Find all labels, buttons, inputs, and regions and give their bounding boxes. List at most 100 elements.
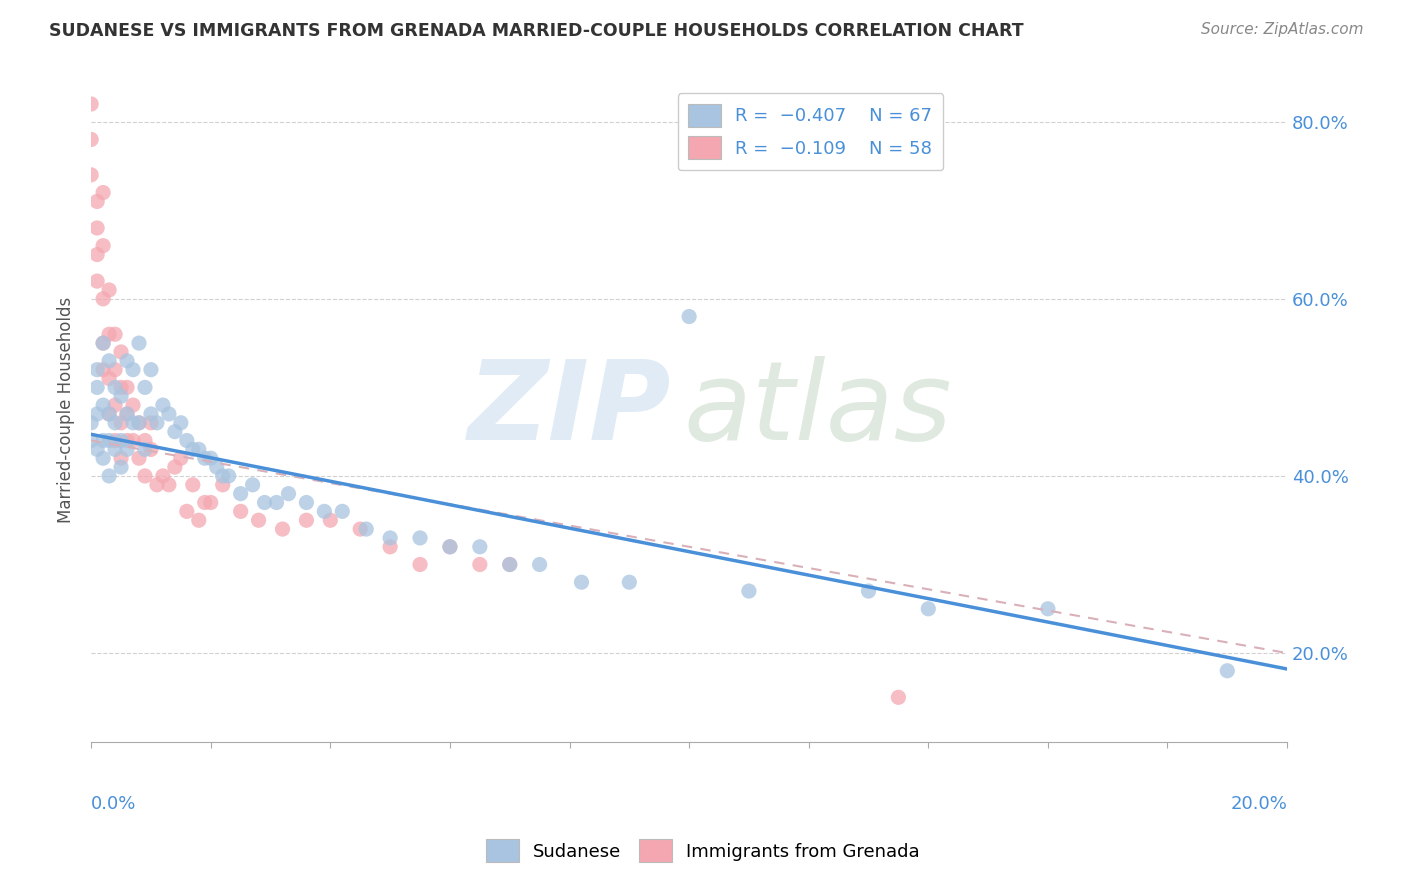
Point xyxy=(181,442,204,457)
Point xyxy=(468,558,491,572)
Point xyxy=(91,186,114,200)
Point xyxy=(98,407,121,421)
Text: atlas: atlas xyxy=(683,356,952,463)
Point xyxy=(80,168,103,182)
Point xyxy=(157,477,180,491)
Point xyxy=(349,522,371,536)
Point xyxy=(86,194,108,209)
Point xyxy=(194,451,217,466)
Point xyxy=(170,416,193,430)
Point xyxy=(110,416,132,430)
Point xyxy=(122,398,145,412)
Point xyxy=(200,451,222,466)
Point xyxy=(439,540,461,554)
Point xyxy=(277,486,299,500)
Point xyxy=(571,575,593,590)
Point xyxy=(86,442,108,457)
Point xyxy=(319,513,342,527)
Point xyxy=(146,477,169,491)
Point xyxy=(247,513,270,527)
Point xyxy=(104,434,127,448)
Point xyxy=(619,575,641,590)
Point xyxy=(409,558,432,572)
Point xyxy=(122,362,145,376)
Legend: R =  −0.407    N = 67, R =  −0.109    N = 58: R = −0.407 N = 67, R = −0.109 N = 58 xyxy=(678,93,943,170)
Point xyxy=(80,132,103,146)
Point xyxy=(181,477,204,491)
Point xyxy=(205,460,228,475)
Point xyxy=(163,460,186,475)
Point xyxy=(98,469,121,483)
Point xyxy=(86,274,108,288)
Point xyxy=(738,584,761,599)
Point xyxy=(499,558,522,572)
Point xyxy=(91,292,114,306)
Point xyxy=(678,310,700,324)
Point xyxy=(110,380,132,394)
Point xyxy=(439,540,461,554)
Point xyxy=(104,416,127,430)
Point xyxy=(187,442,209,457)
Point xyxy=(104,442,127,457)
Text: SUDANESE VS IMMIGRANTS FROM GRENADA MARRIED-COUPLE HOUSEHOLDS CORRELATION CHART: SUDANESE VS IMMIGRANTS FROM GRENADA MARR… xyxy=(49,22,1024,40)
Point xyxy=(134,380,156,394)
Point xyxy=(91,336,114,351)
Point xyxy=(128,416,150,430)
Point xyxy=(86,407,108,421)
Point xyxy=(176,434,198,448)
Point xyxy=(91,336,114,351)
Point xyxy=(146,416,169,430)
Point xyxy=(91,451,114,466)
Point xyxy=(115,442,138,457)
Point xyxy=(152,398,174,412)
Point xyxy=(242,477,264,491)
Point xyxy=(104,362,127,376)
Point xyxy=(98,371,121,385)
Point xyxy=(80,416,103,430)
Point xyxy=(314,504,336,518)
Point xyxy=(157,407,180,421)
Point xyxy=(128,336,150,351)
Point xyxy=(98,283,121,297)
Point xyxy=(104,327,127,342)
Y-axis label: Married-couple Households: Married-couple Households xyxy=(58,296,75,523)
Point xyxy=(98,407,121,421)
Point xyxy=(139,362,162,376)
Point xyxy=(211,469,233,483)
Point xyxy=(139,407,162,421)
Point xyxy=(187,513,209,527)
Point xyxy=(378,540,401,554)
Point xyxy=(115,407,138,421)
Point xyxy=(110,451,132,466)
Point xyxy=(139,442,162,457)
Point xyxy=(98,434,121,448)
Point xyxy=(229,486,252,500)
Point xyxy=(134,469,156,483)
Point xyxy=(211,477,233,491)
Point xyxy=(91,362,114,376)
Point xyxy=(139,416,162,430)
Point xyxy=(200,495,222,509)
Point xyxy=(295,513,318,527)
Point xyxy=(271,522,294,536)
Point xyxy=(115,407,138,421)
Point xyxy=(152,469,174,483)
Point xyxy=(128,416,150,430)
Point xyxy=(887,690,910,705)
Point xyxy=(128,451,150,466)
Point xyxy=(122,416,145,430)
Point xyxy=(330,504,353,518)
Legend: Sudanese, Immigrants from Grenada: Sudanese, Immigrants from Grenada xyxy=(479,832,927,870)
Text: 20.0%: 20.0% xyxy=(1230,795,1286,813)
Point xyxy=(80,434,103,448)
Point xyxy=(86,247,108,261)
Point xyxy=(110,389,132,403)
Point xyxy=(163,425,186,439)
Point xyxy=(110,434,132,448)
Point xyxy=(86,380,108,394)
Point xyxy=(378,531,401,545)
Point xyxy=(104,380,127,394)
Point xyxy=(529,558,551,572)
Point xyxy=(115,434,138,448)
Point xyxy=(218,469,240,483)
